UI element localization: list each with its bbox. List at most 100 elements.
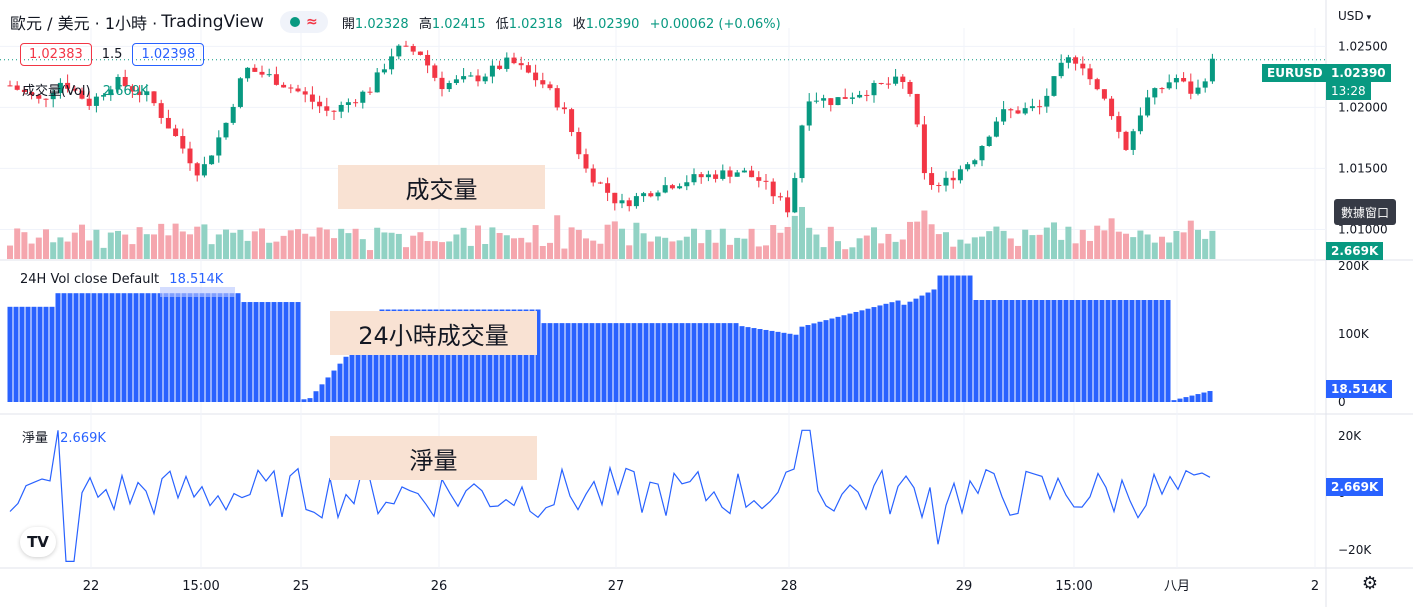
candle-body bbox=[468, 75, 474, 77]
candle-body bbox=[965, 164, 971, 170]
candle-body bbox=[1130, 131, 1136, 150]
vol24-bar bbox=[61, 293, 67, 402]
vol24-bar bbox=[373, 322, 379, 402]
currency-selector[interactable]: USD ▾ bbox=[1338, 9, 1371, 23]
vol24-tick: 200K bbox=[1338, 259, 1370, 273]
candle-body bbox=[619, 200, 625, 204]
candle-body bbox=[871, 82, 877, 96]
net-tag: 2.669K bbox=[1326, 478, 1384, 496]
vol24-bar bbox=[523, 309, 529, 402]
candle-body bbox=[1202, 81, 1208, 88]
vol24-bar bbox=[43, 306, 49, 402]
vol24-bar bbox=[949, 275, 955, 402]
volume-bar bbox=[575, 229, 582, 259]
candles bbox=[7, 40, 1215, 218]
vol24-bar bbox=[103, 293, 109, 402]
volume-bar bbox=[921, 210, 928, 259]
volume-bar bbox=[100, 247, 107, 259]
volume-bar bbox=[640, 233, 647, 259]
volume-bar bbox=[1101, 230, 1108, 259]
vol24-bar bbox=[1093, 300, 1099, 402]
volume-bar bbox=[489, 227, 496, 259]
vol24-bar bbox=[211, 293, 217, 402]
volume-bar bbox=[122, 234, 129, 259]
ask-button[interactable]: 1.02398 bbox=[132, 43, 205, 66]
volume-bar bbox=[158, 223, 165, 259]
candle-body bbox=[713, 174, 719, 179]
price-tick: 1.02500 bbox=[1338, 39, 1388, 53]
volume-bar bbox=[662, 237, 669, 259]
candle-body bbox=[1087, 68, 1093, 80]
volume-bar bbox=[993, 226, 1000, 259]
open-value: 1.02328 bbox=[354, 16, 409, 32]
candle-body bbox=[1159, 88, 1165, 90]
vol24-bar bbox=[511, 309, 517, 402]
vol24-legend[interactable]: 24H Vol close Default 18.514K bbox=[20, 272, 223, 287]
volume-bar bbox=[1137, 230, 1144, 259]
vol24-bar bbox=[409, 309, 415, 402]
candle-body bbox=[475, 75, 481, 82]
gear-icon[interactable]: ⚙ bbox=[1361, 573, 1379, 594]
volume-bar bbox=[1000, 230, 1007, 259]
net-legend[interactable]: 淨量 2.669K bbox=[22, 427, 106, 446]
vol24-bar bbox=[1027, 300, 1033, 402]
vol24-bar bbox=[985, 300, 991, 402]
candle-body bbox=[648, 193, 654, 197]
data-window-button[interactable]: 數據窗口 bbox=[1334, 199, 1397, 225]
volume-bar bbox=[647, 241, 654, 259]
candle-body bbox=[547, 84, 553, 89]
volume-bar bbox=[323, 229, 330, 259]
candle-body bbox=[1044, 95, 1050, 107]
candle-body bbox=[417, 51, 423, 55]
vol24-bar bbox=[259, 302, 265, 402]
vol24-bar bbox=[541, 323, 547, 402]
high-key: 高 bbox=[418, 16, 432, 32]
volume-bar bbox=[381, 232, 388, 259]
vol24-bar bbox=[919, 295, 925, 402]
volume-bar bbox=[964, 243, 971, 259]
volume-bar bbox=[395, 233, 402, 259]
volume-bar bbox=[93, 229, 100, 259]
volume-bar bbox=[1087, 240, 1093, 259]
vol-legend[interactable]: 成交量(Vol) 2.669K bbox=[22, 80, 148, 99]
candle-body bbox=[389, 56, 395, 70]
volume-bar bbox=[374, 227, 381, 259]
vol24-bar bbox=[187, 293, 193, 402]
candle-body bbox=[295, 88, 301, 92]
vol24-bar bbox=[481, 309, 487, 402]
tradingview-logo-icon[interactable]: TV bbox=[20, 527, 56, 557]
vol24-bar bbox=[847, 313, 853, 402]
volume-bar bbox=[251, 231, 258, 259]
volume-bar bbox=[295, 229, 301, 259]
market-status[interactable]: ≈ bbox=[279, 11, 328, 33]
vol24-bar bbox=[49, 306, 55, 402]
vol24-bar bbox=[637, 323, 643, 402]
candle-body bbox=[482, 76, 488, 82]
vol24-bar bbox=[1039, 300, 1045, 402]
volume-bar bbox=[863, 235, 870, 259]
volume-bar bbox=[179, 231, 186, 259]
vol24-bar bbox=[73, 293, 79, 402]
vol24-bar bbox=[367, 329, 373, 402]
candle-body bbox=[561, 107, 567, 110]
vol24-bar bbox=[1189, 395, 1195, 402]
bid-button[interactable]: 1.02383 bbox=[20, 43, 92, 66]
volume-bar bbox=[691, 228, 697, 259]
volume-bar bbox=[35, 237, 42, 259]
candle-body bbox=[367, 91, 373, 93]
candle-body bbox=[29, 92, 35, 96]
candle-body bbox=[173, 128, 179, 137]
candle-body bbox=[900, 76, 906, 83]
vol24-bar bbox=[979, 300, 985, 402]
candle-body bbox=[878, 82, 884, 84]
volume-bar bbox=[201, 224, 208, 259]
symbol-title[interactable]: 歐元 / 美元 · 1小時 · bbox=[10, 14, 158, 33]
vol24-bar bbox=[883, 303, 889, 402]
volume-bar bbox=[1058, 239, 1065, 259]
volume-bar bbox=[424, 240, 431, 259]
volume-bar bbox=[777, 232, 784, 259]
candle-body bbox=[338, 104, 344, 112]
volume-bar bbox=[388, 232, 395, 259]
vol24-bar bbox=[913, 298, 919, 402]
